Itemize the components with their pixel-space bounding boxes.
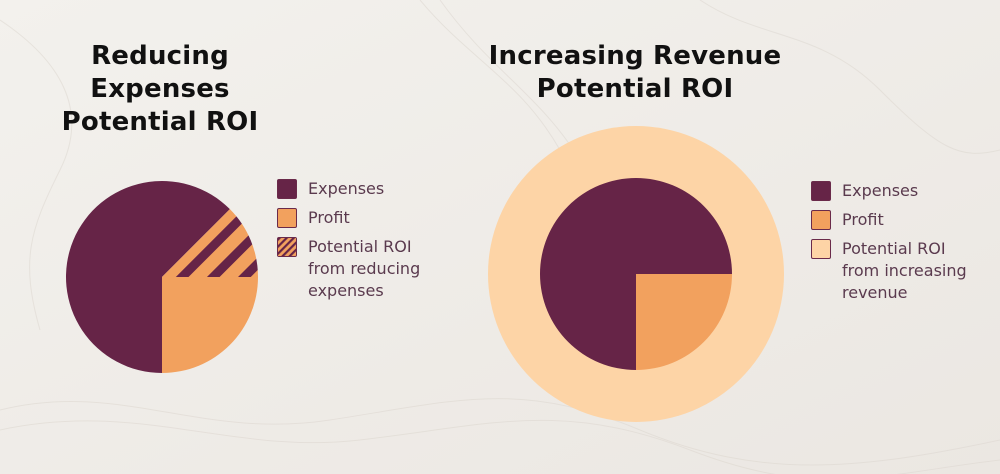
pie-slice-profit <box>636 274 732 370</box>
chart-title-line: Reducing Expenses <box>90 41 230 104</box>
pie-slice-potential-roi-hatched <box>162 209 258 277</box>
pie-slice-profit <box>162 277 258 373</box>
legend-swatch-profit <box>277 208 297 228</box>
legend-label: Expenses <box>308 179 385 198</box>
legend-increasing-revenue: Expenses Profit Potential ROI from incre… <box>811 180 980 311</box>
legend-item-expenses: Expenses <box>277 178 446 200</box>
legend-reducing-expenses: Expenses Profit Potential ROI from reduc… <box>277 178 446 309</box>
legend-swatch-roi-increasing <box>811 239 831 259</box>
pie-chart-increasing-revenue <box>488 126 784 422</box>
pie-chart-reducing-expenses <box>65 180 258 373</box>
chart-title-line: Potential ROI <box>61 107 259 137</box>
legend-swatch-profit <box>811 210 831 230</box>
chart-title-line: Potential ROI <box>536 74 734 104</box>
legend-item-profit: Profit <box>277 207 446 229</box>
chart-title-increasing-revenue: Increasing Revenue Potential ROI <box>480 40 790 106</box>
legend-item-potential-roi: Potential ROI from increasing revenue <box>811 238 980 304</box>
legend-label: Expenses <box>842 181 919 200</box>
legend-label: Potential ROI from increasing revenue <box>842 239 967 302</box>
chart-title-line: Increasing Revenue <box>488 41 782 71</box>
chart-title-reducing-expenses: Reducing Expenses Potential ROI <box>20 40 300 139</box>
legend-swatch-expenses <box>811 181 831 201</box>
legend-label: Potential ROI from reducing expenses <box>308 237 421 300</box>
legend-item-profit: Profit <box>811 209 980 231</box>
legend-swatch-hatched <box>277 237 297 257</box>
legend-item-expenses: Expenses <box>811 180 980 202</box>
legend-label: Profit <box>308 208 350 227</box>
legend-item-potential-roi: Potential ROI from reducing expenses <box>277 236 446 302</box>
pie-slice-expenses <box>65 180 230 373</box>
legend-label: Profit <box>842 210 884 229</box>
legend-swatch-expenses <box>277 179 297 199</box>
